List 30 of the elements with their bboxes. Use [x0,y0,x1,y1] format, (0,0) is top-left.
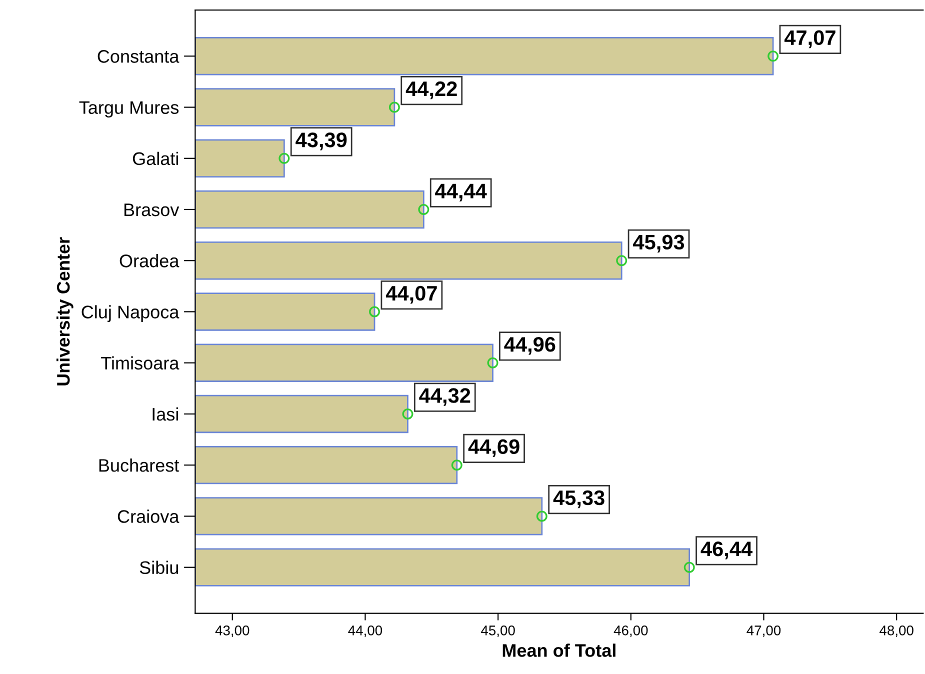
x-tick-label: 47,00 [746,626,781,637]
y-tick-label: Craiova [118,510,180,523]
y-tick-label: Cluj Napoca [82,305,180,322]
y-tick-label: Iasi [152,407,178,421]
y-tick-label: Timisoara [101,356,180,370]
data-label: 44,44 [435,184,487,202]
x-tick-label: 46,00 [614,626,648,637]
data-label: 44,32 [419,388,470,406]
x-tick-label: 44,00 [348,626,382,637]
data-label: 44,22 [406,81,457,100]
y-tick-label: Galati [132,152,178,166]
data-label: 47,07 [784,30,836,48]
data-label: 45,93 [633,234,684,253]
data-label: 43,39 [296,132,347,150]
x-axis-title: Mean of Total [502,644,616,657]
data-label: 44,07 [386,286,437,304]
x-tick-label: 43,00 [215,626,250,637]
data-label: 44,69 [468,439,520,458]
y-tick-label: Brasov [124,204,180,216]
data-label: 44,96 [504,337,556,355]
y-tick-label: Oradea [120,254,180,268]
x-tick-label: 45,00 [481,626,515,637]
data-label: 45,33 [553,490,604,508]
y-tick-label: Sibiu [140,560,178,574]
y-axis-title: University Center [56,237,74,386]
data-label: 46,44 [700,542,752,560]
x-tick-label: 48,00 [880,626,914,637]
y-tick-label: Bucharest [99,458,180,472]
y-tick-label: Targu Mures [79,101,179,118]
y-tick-label: Constanta [98,50,180,63]
